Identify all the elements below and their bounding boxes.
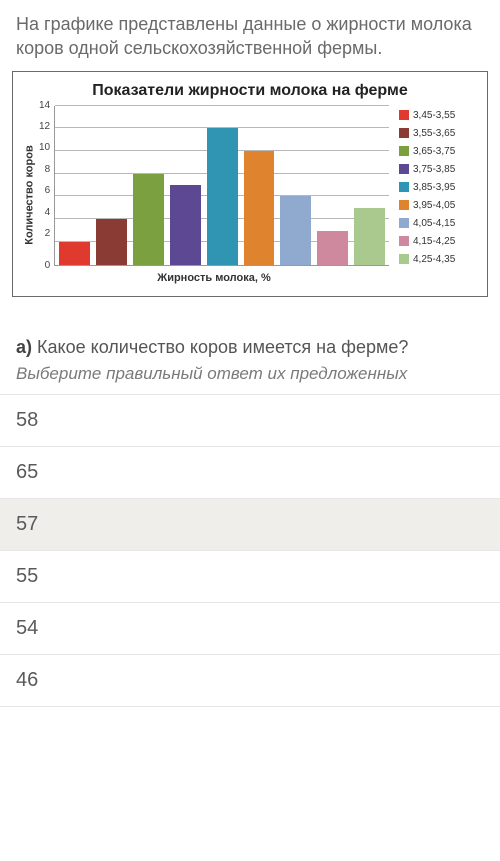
chart-legend: 3,45-3,55 3,55-3,65 3,65-3,75 3,75-3,85 3,85… <box>389 106 479 284</box>
legend-label: 3,95-4,05 <box>413 200 455 211</box>
answer-option[interactable]: 65 <box>0 446 500 498</box>
chart-ylabel: Количество коров <box>24 145 36 244</box>
chart-bar <box>59 242 90 265</box>
question-label: а) <box>16 337 32 357</box>
question: а) Какое количество коров имеется на фер… <box>0 321 500 362</box>
legend-swatch <box>399 254 409 264</box>
chart-xlabel: Жирность молока, % <box>39 266 389 284</box>
legend-label: 4,15-4,25 <box>413 236 455 247</box>
chart-ytick: 14 <box>39 101 50 111</box>
legend-item: 3,65-3,75 <box>399 146 479 157</box>
legend-swatch <box>399 146 409 156</box>
legend-item: 4,05-4,15 <box>399 218 479 229</box>
legend-item: 3,75-3,85 <box>399 164 479 175</box>
chart-title: Показатели жирности молока на ферме <box>21 78 479 106</box>
chart-bar <box>207 128 238 264</box>
chart-card: Показатели жирности молока на ферме Коли… <box>12 71 488 297</box>
chart-bar <box>96 219 127 264</box>
chart-yticks: 14121086420 <box>39 106 54 266</box>
legend-swatch <box>399 110 409 120</box>
legend-item: 4,15-4,25 <box>399 236 479 247</box>
chart-ytick: 2 <box>39 229 50 239</box>
legend-label: 3,65-3,75 <box>413 146 455 157</box>
options-list: 586557555446 <box>0 394 500 707</box>
legend-item: 3,55-3,65 <box>399 128 479 139</box>
chart-bars <box>55 106 389 265</box>
answer-option[interactable]: 58 <box>0 394 500 446</box>
legend-swatch <box>399 236 409 246</box>
question-text: Какое количество коров имеется на ферме? <box>32 337 408 357</box>
chart-ylabel-wrap: Количество коров <box>21 106 39 284</box>
legend-swatch <box>399 218 409 228</box>
legend-swatch <box>399 128 409 138</box>
answer-option[interactable]: 55 <box>0 550 500 602</box>
chart-ytick: 10 <box>39 143 50 153</box>
chart-plot <box>54 106 389 266</box>
legend-label: 3,55-3,65 <box>413 128 455 139</box>
chart-ytick: 4 <box>39 208 50 218</box>
legend-label: 3,85-3,95 <box>413 182 455 193</box>
legend-label: 4,05-4,15 <box>413 218 455 229</box>
intro-text: На графике представлены данные о жирност… <box>0 0 500 71</box>
chart-ytick: 12 <box>39 122 50 132</box>
answer-option[interactable]: 54 <box>0 602 500 654</box>
legend-label: 4,25-4,35 <box>413 254 455 265</box>
chart-bar <box>354 208 385 265</box>
answer-option[interactable]: 57 <box>0 498 500 550</box>
chart-bar <box>280 196 311 264</box>
chart-bar <box>170 185 201 265</box>
legend-item: 3,85-3,95 <box>399 182 479 193</box>
legend-item: 3,95-4,05 <box>399 200 479 211</box>
answer-option[interactable]: 46 <box>0 654 500 707</box>
legend-label: 3,45-3,55 <box>413 110 455 121</box>
legend-item: 4,25-4,35 <box>399 254 479 265</box>
legend-swatch <box>399 164 409 174</box>
chart-bar <box>317 231 348 265</box>
chart-ytick: 0 <box>39 261 50 271</box>
chart-ytick: 8 <box>39 165 50 175</box>
legend-label: 3,75-3,85 <box>413 164 455 175</box>
chart-bar <box>133 174 164 265</box>
legend-swatch <box>399 200 409 210</box>
legend-item: 3,45-3,55 <box>399 110 479 121</box>
chart-bar <box>244 151 275 265</box>
chart-ytick: 6 <box>39 186 50 196</box>
prompt-text: Выберите правильный ответ их предложенны… <box>0 362 500 394</box>
legend-swatch <box>399 182 409 192</box>
